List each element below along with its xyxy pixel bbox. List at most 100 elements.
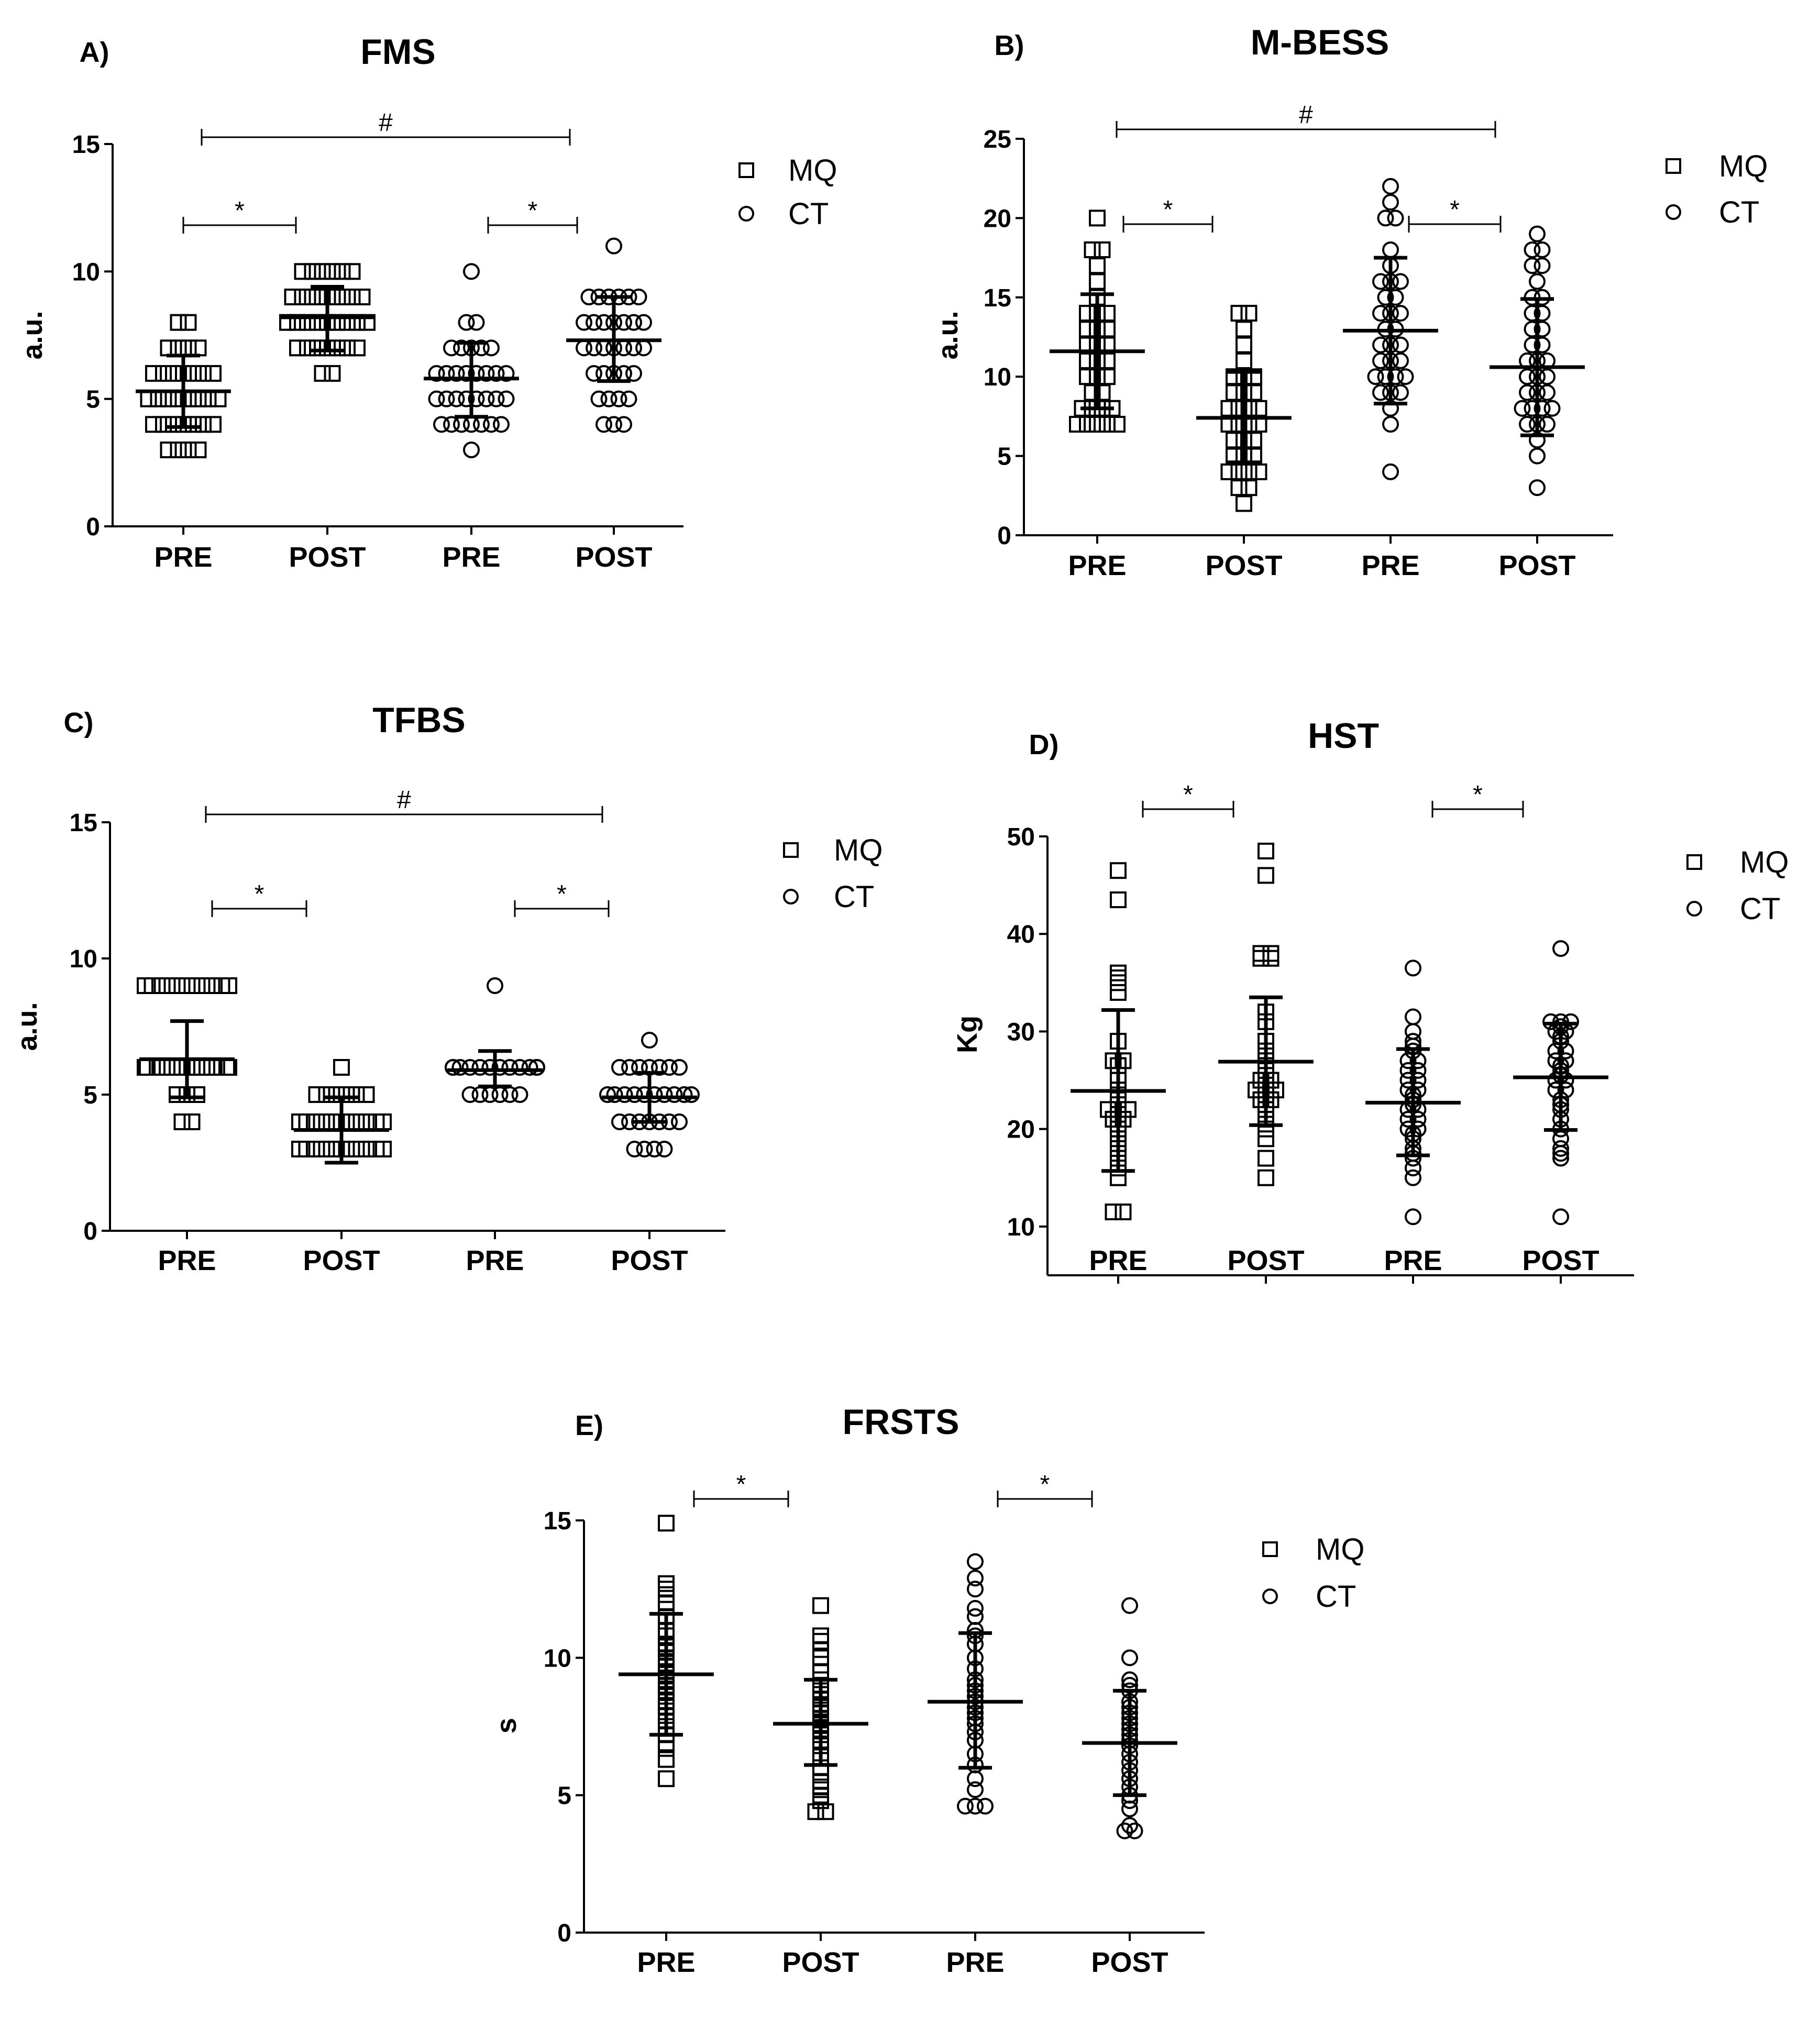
data-point-square [658,1770,675,1788]
data-point-circle [683,1086,700,1103]
data-point-circle [646,1141,663,1157]
data-point-circle [630,289,647,305]
data-point-circle [626,1086,643,1103]
data-point-square [1236,321,1252,338]
y-tick-label: 5 [83,1082,97,1109]
data-point-circle [445,1059,461,1076]
data-point-circle [511,1059,528,1076]
data-point-circle [1534,336,1551,354]
data-point-square [1230,305,1248,322]
data-point-circle [656,1141,673,1157]
data-point-square [1100,1101,1117,1118]
x-tick-label: PRE [158,1245,216,1276]
data-point-circle [599,1086,616,1103]
data-point-square [183,1113,201,1130]
data-point-square [1115,1203,1132,1220]
data-point-square [1220,463,1238,480]
data-point-circle [463,442,480,458]
data-point-square [658,1575,675,1592]
data-point-square [195,365,212,382]
data-point-square [1120,1101,1137,1118]
data-point-circle [448,390,465,407]
data-point-square [1226,384,1242,401]
data-point-circle [501,1059,519,1076]
data-point-circle [463,263,480,280]
data-point-circle [1547,1072,1564,1089]
data-point-square [205,416,222,433]
data-point-square [195,416,212,433]
y-tick-label: 5 [557,1782,571,1810]
data-point-circle [967,1608,984,1625]
data-point-circle [1534,257,1551,274]
legend-label-mq: MQ [1740,845,1789,879]
data-point-square [329,339,346,357]
data-point-circle [488,390,505,407]
data-point-circle [1519,384,1536,401]
data-point-circle [458,390,475,407]
y-axis-label: a.u. [17,311,48,359]
data-point-circle [1539,384,1556,401]
panel-label: C) [64,707,94,738]
data-point-circle [1399,1111,1417,1128]
significance-symbol: * [528,197,538,225]
data-point-circle [1539,368,1556,385]
data-point-square [1110,969,1127,987]
legend-label-mq: MQ [834,833,883,867]
data-point-circle [1409,1120,1427,1138]
data-point-circle [433,416,450,433]
data-point-square [304,263,321,280]
data-point-circle [1409,1111,1427,1128]
data-point-circle [448,365,465,382]
data-point-square [155,365,172,382]
data-point-square [180,339,197,357]
data-point-square [160,339,177,357]
data-point-square [153,977,171,994]
data-point-square [205,365,222,382]
x-tick-label: PRE [1384,1245,1442,1276]
y-tick-label: 5 [997,443,1011,471]
data-point-square [1094,384,1111,401]
data-point-circle [483,339,500,357]
data-point-square [144,977,161,994]
data-point-square [1099,368,1116,385]
data-point-square [807,1803,824,1821]
y-tick-label: 10 [1007,1213,1035,1241]
data-point-circle [1534,241,1551,258]
data-point-square [200,390,217,407]
data-point-circle [1409,1072,1427,1089]
data-point-circle [1399,1052,1417,1069]
data-point-circle [473,339,490,357]
significance-symbol: * [1040,1471,1050,1498]
data-point-circle [967,1770,984,1788]
x-tick-label: POST [1205,550,1282,581]
data-point-square [348,1113,365,1130]
data-point-circle [451,1059,469,1076]
data-point-circle [481,1059,499,1076]
data-point-circle [1399,1062,1417,1079]
data-point-circle [1524,257,1541,274]
data-point-circle [1519,368,1536,385]
data-point-square [1267,1082,1284,1099]
data-point-circle [1543,400,1561,417]
data-point-circle [586,314,602,331]
data-point-square [165,416,182,433]
data-point-circle [1409,1082,1427,1099]
x-tick-label: PRE [637,1947,695,1978]
data-point-square [220,977,237,994]
data-point-circle [1399,1072,1417,1089]
data-point-square [294,289,311,305]
data-point-circle [1116,1822,1133,1839]
data-point-square [1094,241,1111,258]
data-point-square [145,416,162,433]
data-point-square [308,1113,325,1130]
x-tick-label: POST [303,1245,380,1276]
data-point-square [1089,416,1106,433]
significance-symbol: # [1299,101,1313,129]
data-point-square [1069,416,1086,433]
data-point-square [308,1086,325,1103]
data-point-square [1105,1203,1122,1220]
data-point-circle [620,390,637,407]
y-tick-label: 0 [557,1919,571,1947]
significance-symbol: # [397,786,411,814]
data-point-circle [1409,1052,1427,1069]
